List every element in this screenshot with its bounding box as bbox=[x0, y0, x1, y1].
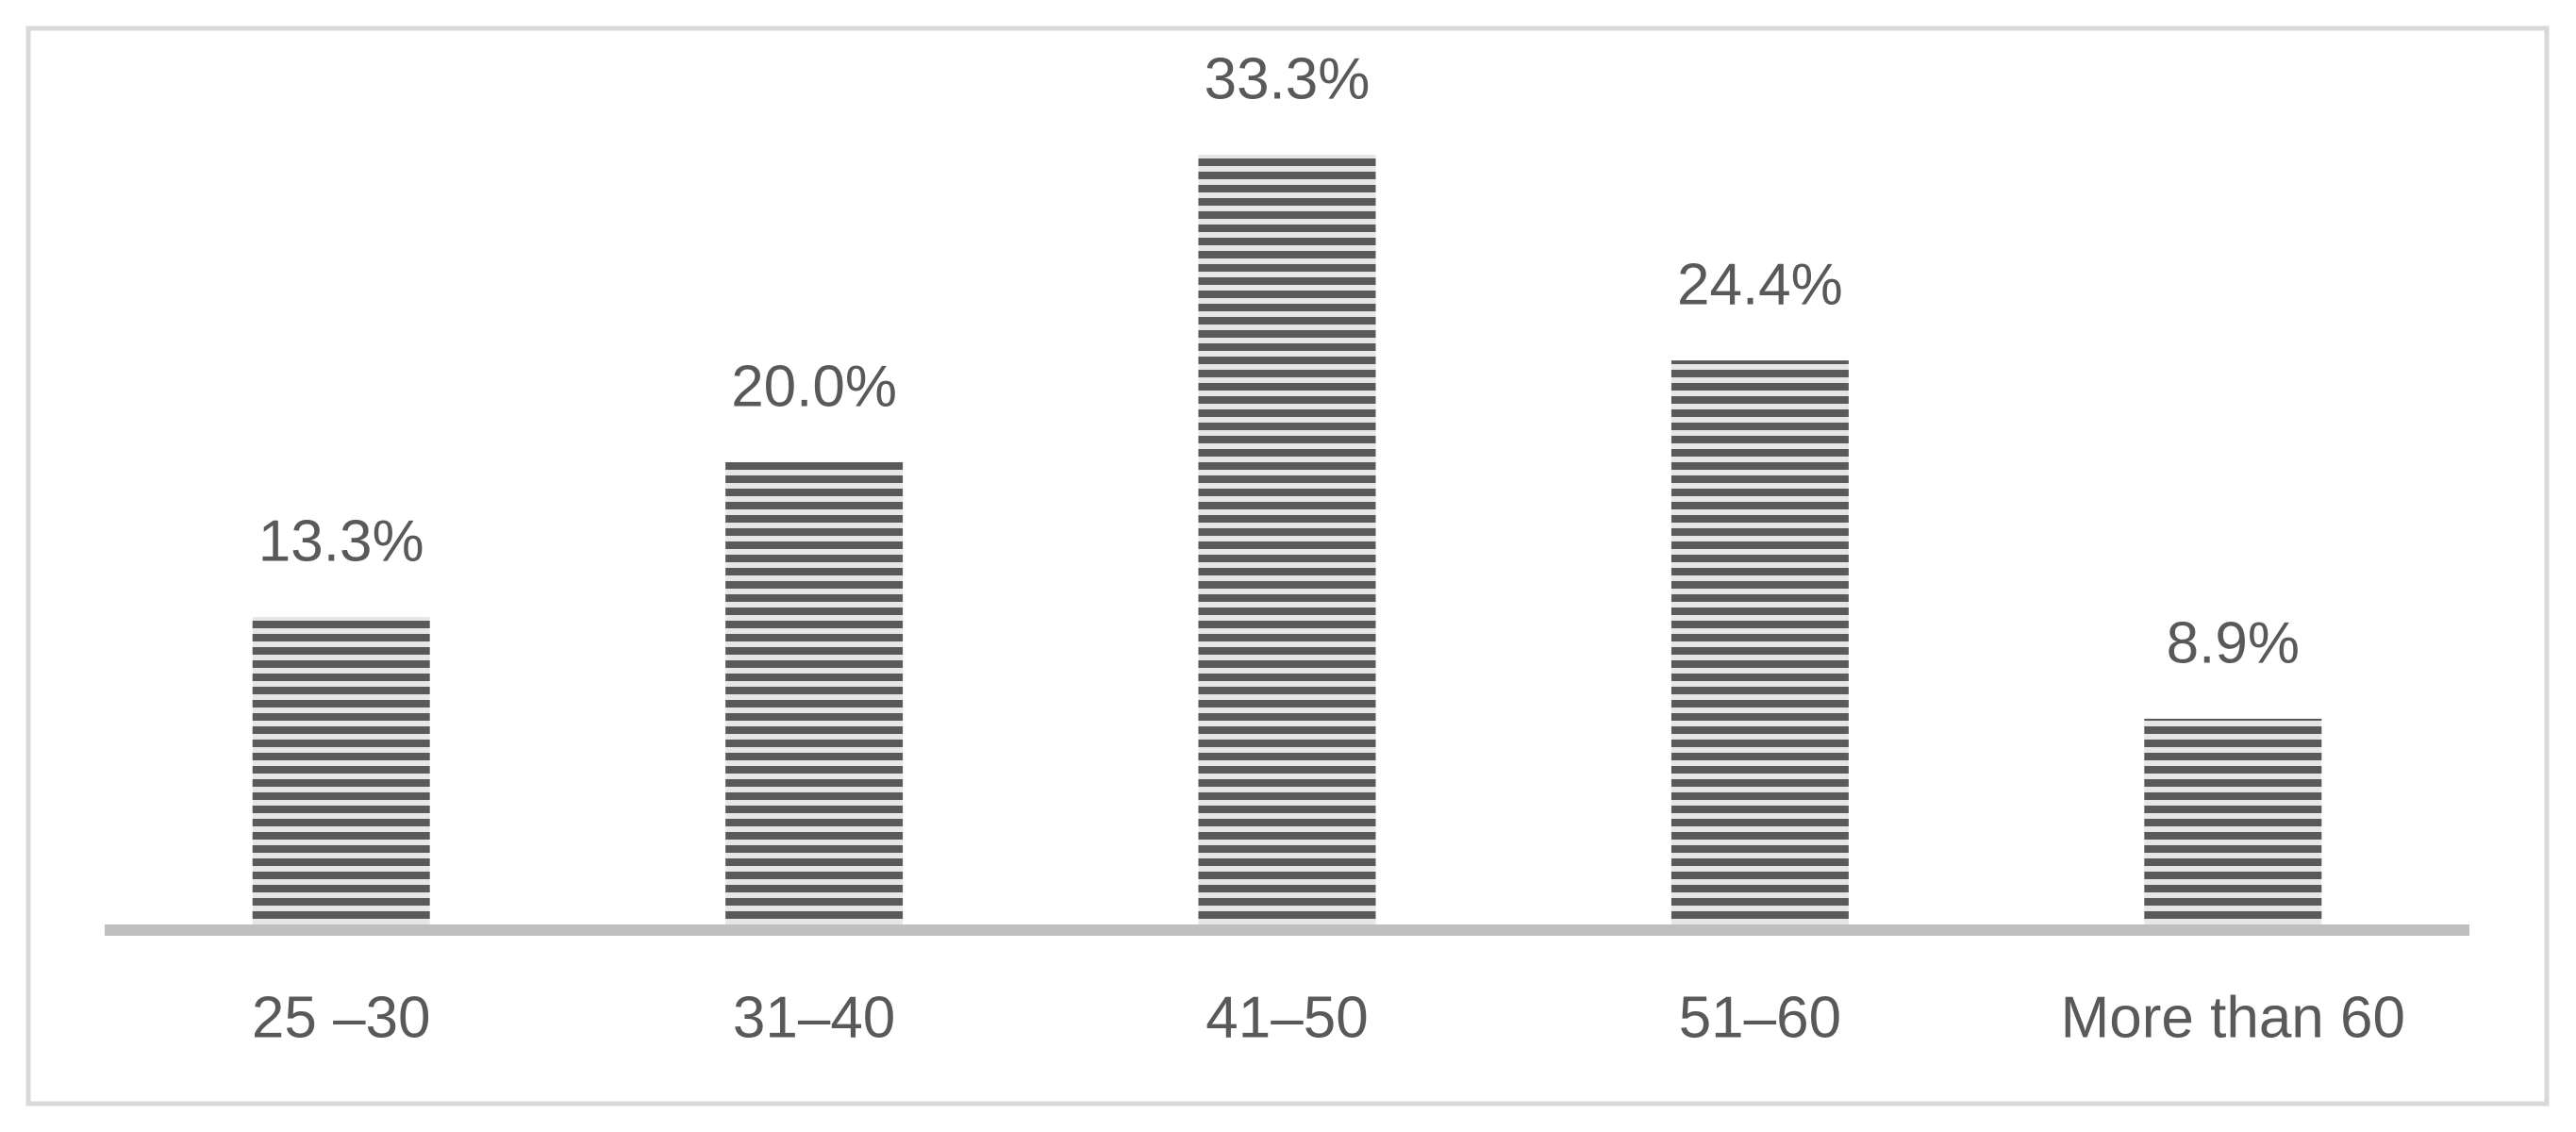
bar bbox=[1670, 360, 1849, 924]
data-label: 13.3% bbox=[258, 508, 424, 574]
data-label: 33.3% bbox=[1205, 46, 1371, 111]
x-tick-label: 41–50 bbox=[1205, 985, 1368, 1050]
plot-area: 25 –30 13.3% 31–40 20.0% 41–50 33.3% 51–60 24.4… bbox=[252, 46, 2405, 1050]
x-tick-label: 31–40 bbox=[733, 985, 895, 1050]
bar bbox=[2144, 718, 2322, 924]
x-tick-label: 51–60 bbox=[1679, 985, 1841, 1050]
data-label: 20.0% bbox=[731, 354, 897, 419]
bar bbox=[252, 617, 430, 924]
bar bbox=[725, 461, 904, 924]
bar bbox=[1198, 155, 1376, 924]
x-tick-label: 25 –30 bbox=[252, 985, 431, 1050]
data-label: 24.4% bbox=[1677, 252, 1843, 317]
data-label: 8.9% bbox=[2167, 610, 2300, 675]
x-tick-label: More than 60 bbox=[2061, 985, 2405, 1050]
